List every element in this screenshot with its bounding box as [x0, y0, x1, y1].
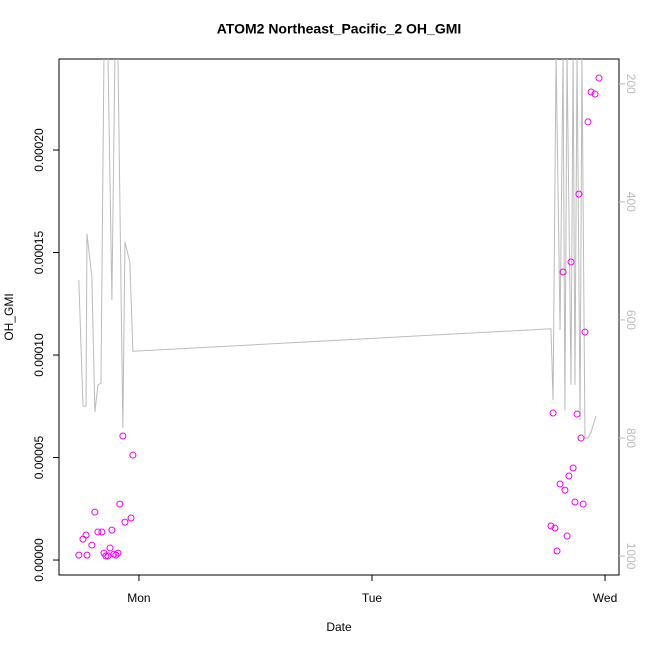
point [559, 268, 567, 276]
point [549, 409, 557, 417]
point [83, 551, 91, 559]
point [98, 528, 106, 536]
y-tick-label: 0.00000 [32, 538, 46, 582]
y2-tick-label: 400 [624, 192, 638, 212]
point [106, 544, 114, 552]
point [575, 190, 583, 198]
point [551, 524, 559, 532]
point [569, 464, 577, 472]
point [561, 486, 569, 494]
point [547, 522, 555, 530]
point [571, 498, 579, 506]
point [116, 500, 124, 508]
point [91, 508, 99, 516]
point [75, 551, 83, 559]
point [104, 552, 112, 560]
y-tick-label: 0.00020 [32, 128, 46, 172]
point [79, 535, 87, 543]
y-tick-label: 0.00015 [32, 231, 46, 275]
point [581, 328, 589, 336]
x-tick-label: Wed [593, 591, 617, 605]
point [553, 547, 561, 555]
x-axis-label: Date [326, 620, 352, 634]
y2-tick-label: 600 [624, 310, 638, 330]
pressure-line [78, 59, 597, 439]
point [114, 549, 122, 557]
plot-frame [58, 58, 620, 576]
point [94, 528, 102, 536]
x-tick-label: Tue [362, 591, 383, 605]
point [127, 514, 135, 522]
point [119, 432, 127, 440]
x-tick-label: Mon [127, 591, 150, 605]
point [129, 451, 137, 459]
point [587, 88, 595, 96]
point [595, 74, 603, 82]
y2-tick-label: 200 [624, 74, 638, 94]
point [121, 518, 129, 526]
chart-title: ATOM2 Northeast_Pacific_2 OH_GMI [217, 21, 462, 37]
point [579, 500, 587, 508]
point [573, 410, 581, 418]
y2-tick-label: 1000 [624, 543, 638, 570]
point [584, 118, 592, 126]
y-tick-label: 0.00005 [32, 436, 46, 480]
point [556, 480, 564, 488]
point [88, 541, 96, 549]
point [565, 472, 573, 480]
point [577, 434, 585, 442]
point [567, 258, 575, 266]
y2-tick-label: 800 [624, 428, 638, 448]
y-axis-label: OH_GMI [2, 293, 16, 340]
point [102, 552, 110, 560]
y-tick-label: 0.00010 [32, 333, 46, 377]
point [108, 526, 116, 534]
point [112, 551, 120, 559]
point [591, 90, 599, 98]
point [563, 532, 571, 540]
point [82, 531, 90, 539]
